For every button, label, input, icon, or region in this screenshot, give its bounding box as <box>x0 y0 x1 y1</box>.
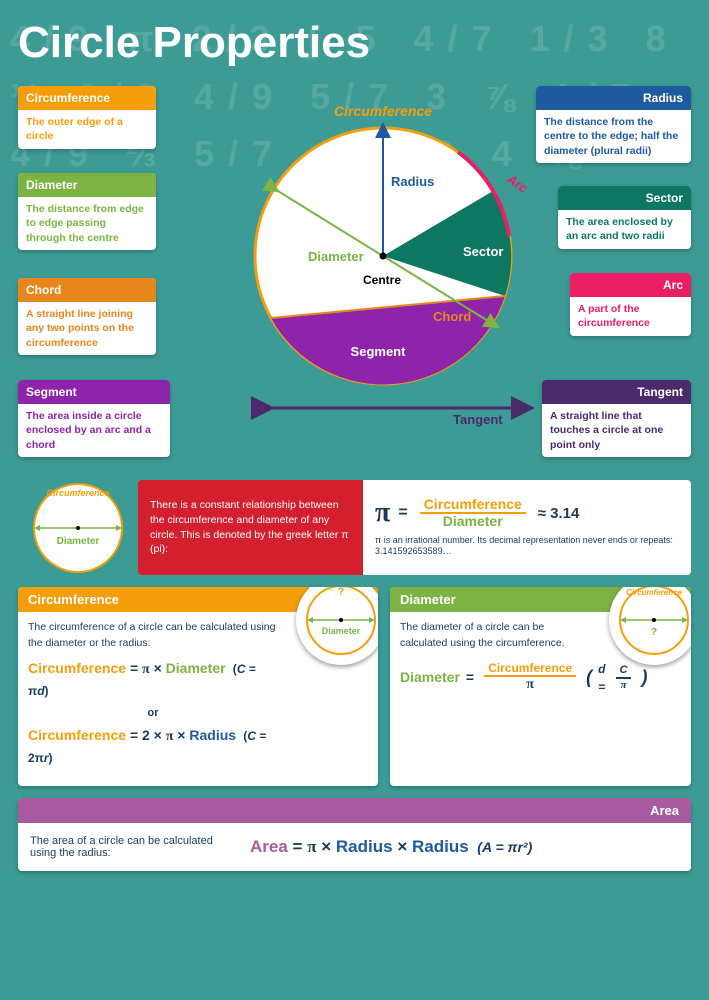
def-sector: SectorThe area enclosed by an arc and tw… <box>558 186 691 249</box>
label-centre: Centre <box>363 273 401 287</box>
label-sector: Sector <box>463 244 503 259</box>
label-chord: Chord <box>433 309 471 324</box>
definitions-section: Circumference Sector Segment Chord Diame… <box>18 78 691 468</box>
svg-text:Diameter: Diameter <box>57 536 100 547</box>
diam-mini-icon: Circumference ? <box>609 587 691 665</box>
svg-text:Diameter: Diameter <box>322 626 361 636</box>
label-diameter: Diameter <box>308 249 364 264</box>
pi-description: There is a constant relationship between… <box>138 480 363 575</box>
label-arc: Arc <box>503 171 531 197</box>
svg-text:Circumference: Circumference <box>46 488 109 498</box>
diameter-calc: Diameter The diameter of a circle can be… <box>390 587 691 786</box>
svg-text:?: ? <box>651 627 657 638</box>
area-calc: Area The area of a circle can be calcula… <box>18 798 691 871</box>
pi-circle-icon: Circumference Diameter <box>28 478 128 578</box>
def-segment: SegmentThe area inside a circle enclosed… <box>18 380 170 457</box>
circle-diagram: Circumference Sector Segment Chord Diame… <box>213 96 473 356</box>
def-arc: ArcA part of the circumference <box>570 273 691 336</box>
def-tangent: TangentA straight line that touches a ci… <box>542 380 691 457</box>
pi-row: Circumference Diameter There is a consta… <box>18 480 691 575</box>
pi-formula: π = Circumference Diameter ≈ 3.14 π is a… <box>363 480 691 575</box>
circ-mini-icon: ? Diameter <box>296 587 378 665</box>
def-chord: ChordA straight line joining any two poi… <box>18 278 156 355</box>
def-circumference: CircumferenceThe outer edge of a circle <box>18 86 156 149</box>
circumference-calc: Circumference The circumference of a cir… <box>18 587 378 786</box>
def-diameter: DiameterThe distance from edge to edge p… <box>18 173 156 250</box>
svg-text:Circumference: Circumference <box>626 588 683 597</box>
page-title: Circle Properties <box>18 18 691 68</box>
label-radius: Radius <box>391 174 434 189</box>
label-circumference: Circumference <box>334 103 432 119</box>
label-tangent: Tangent <box>453 412 503 427</box>
label-segment: Segment <box>351 344 407 359</box>
def-radius: RadiusThe distance from the centre to th… <box>536 86 691 163</box>
svg-text:?: ? <box>338 587 345 598</box>
